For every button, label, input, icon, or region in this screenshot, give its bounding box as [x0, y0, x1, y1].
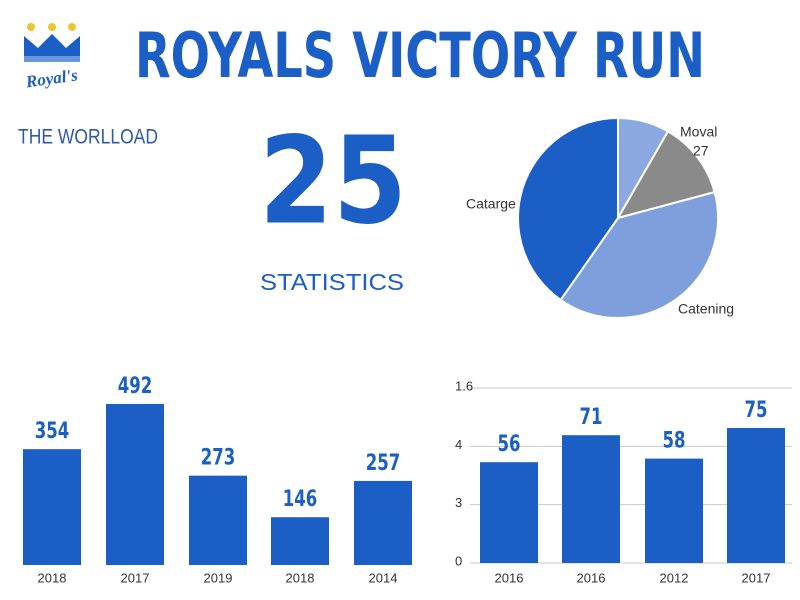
y-tick-label: 4: [455, 437, 462, 452]
x-tick-label: 2019: [204, 570, 233, 585]
stat-number: 25: [259, 113, 407, 252]
x-tick-label: 2016: [495, 570, 524, 585]
bar-chart: 354 2018 492 2017 273 2019 146 2018 257 2014: [23, 374, 412, 585]
slice-label: Catening: [678, 301, 734, 317]
bar-value-label: 146: [283, 487, 318, 512]
bar-value-label: 75: [745, 398, 768, 423]
slice-label: Moval: [680, 124, 717, 140]
x-tick-label: 2017: [742, 570, 771, 585]
bar: [727, 428, 785, 563]
bar-value-label: 492: [118, 374, 153, 399]
bar: [562, 435, 620, 563]
slice-label: Catarge: [466, 196, 516, 212]
y-tick-label: 1.6: [455, 378, 473, 393]
x-tick-label: 2018: [38, 570, 67, 585]
crown-icon: [24, 23, 80, 62]
pie-chart: Moval 27 Catening Catarge: [466, 116, 734, 319]
bar: [189, 475, 247, 565]
x-tick-label: 2017: [121, 570, 150, 585]
pie-slice: [615, 130, 716, 220]
y-tick-label: 0: [455, 553, 462, 568]
bar-value-label: 71: [580, 405, 603, 430]
logo-text: Royal's: [24, 65, 79, 91]
x-tick-label: 2012: [660, 570, 689, 585]
bar-chart: 0 3 4 1.6 56 2016 71 2016 58 2012 75 2017: [455, 378, 792, 585]
x-tick-label: 2018: [286, 570, 315, 585]
bar: [271, 517, 329, 565]
bar-value-label: 58: [663, 429, 686, 454]
stat-label: STATISTICS: [260, 269, 404, 295]
y-tick-label: 3: [455, 495, 462, 510]
x-tick-label: 2016: [577, 570, 606, 585]
bar-value-label: 354: [35, 419, 70, 444]
bar-value-label: 56: [498, 432, 521, 457]
bar: [354, 480, 412, 565]
stat-caption: THE WORLLOAD: [18, 126, 158, 149]
pie-slice: [559, 190, 719, 319]
bar: [23, 449, 81, 565]
bar: [645, 458, 703, 563]
x-tick-label: 2014: [369, 570, 398, 585]
bar-value-label: 257: [366, 451, 401, 476]
bar: [480, 462, 538, 563]
slice-value-label: 27: [693, 143, 709, 159]
page-title: ROYALS VICTORY RUN: [135, 19, 705, 92]
bar-value-label: 273: [201, 446, 236, 471]
bar: [106, 404, 164, 565]
logo: Royal's: [24, 23, 80, 92]
pie-slice: [517, 116, 619, 302]
